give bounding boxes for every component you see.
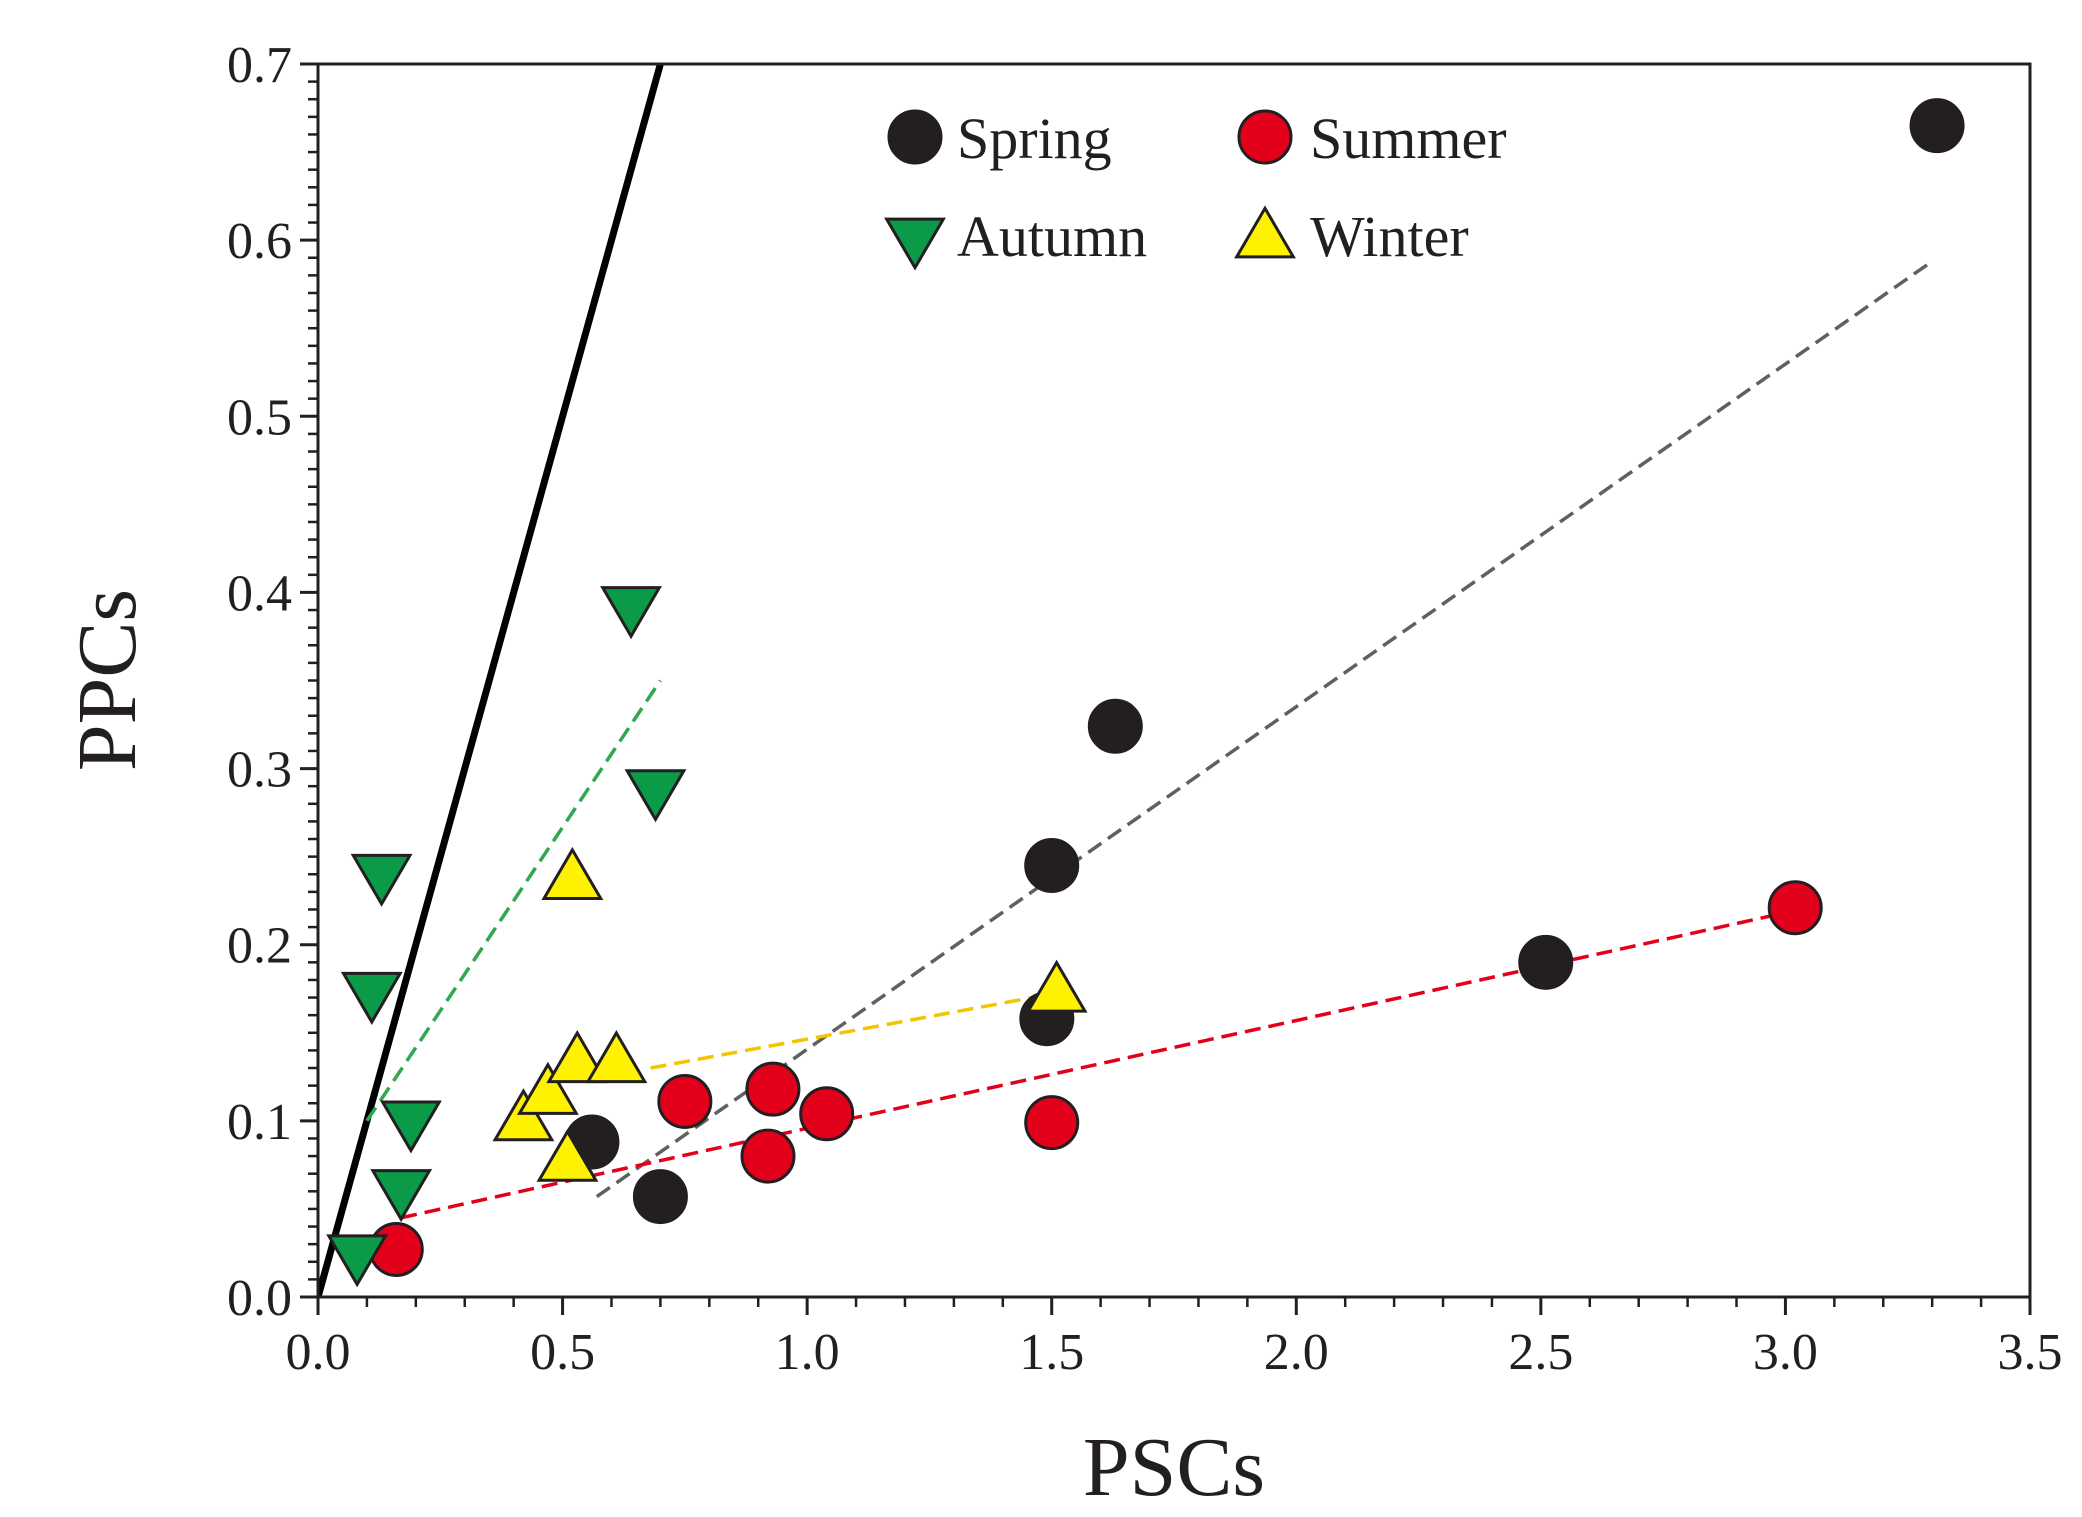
- y-axis-title: PPCs: [61, 589, 154, 771]
- fit-line-winter: [650, 992, 1053, 1070]
- series-spring: [564, 98, 1965, 1225]
- y-tick-label: 0.6: [227, 213, 292, 270]
- legend-label-autumn: Autumn: [957, 204, 1147, 269]
- data-point-autumn: [370, 1169, 433, 1223]
- data-point-summer: [1767, 880, 1823, 936]
- data-point-winter: [585, 1030, 648, 1084]
- data-point-winter: [541, 846, 604, 900]
- x-tick-label: 3.5: [1998, 1324, 2063, 1381]
- data-point-summer: [745, 1061, 801, 1117]
- y-tick-label: 0.0: [227, 1270, 292, 1327]
- legend: Spring Summer Autumn Winter: [884, 106, 1507, 271]
- legend-marker-spring: [887, 109, 943, 165]
- fit-line-spring: [595, 259, 1934, 1199]
- data-point-spring: [1518, 934, 1574, 990]
- y-tick-label: 0.7: [227, 37, 292, 94]
- fit-line-autumn: [365, 679, 662, 1122]
- y-tick-label: 0.2: [227, 918, 292, 975]
- x-tick-label: 3.0: [1753, 1324, 1818, 1381]
- data-point-spring: [1909, 98, 1965, 154]
- data-point-spring: [632, 1169, 688, 1225]
- x-tick-label: 2.5: [1508, 1324, 1573, 1381]
- data-point-autumn: [340, 971, 403, 1025]
- data-point-winter: [546, 1030, 609, 1084]
- x-tick-label: 1.5: [1019, 1324, 1084, 1381]
- legend-marker-summer: [1237, 109, 1293, 165]
- data-point-autumn: [379, 1100, 442, 1154]
- data-point-winter: [516, 1061, 579, 1115]
- series-autumn: [326, 586, 687, 1288]
- data-point-spring: [1087, 698, 1143, 754]
- x-tick-label: 1.0: [775, 1324, 840, 1381]
- data-point-winter: [492, 1088, 555, 1142]
- data-point-autumn: [326, 1234, 389, 1288]
- x-tick-label: 0.5: [530, 1324, 595, 1381]
- x-axis-title: PSCs: [1083, 1421, 1265, 1514]
- y-tick-label: 0.1: [227, 1094, 292, 1151]
- x-tick-label: 2.0: [1264, 1324, 1329, 1381]
- x-tick-label: 0.0: [286, 1324, 351, 1381]
- y-tick-label: 0.5: [227, 389, 292, 446]
- legend-label-winter: Winter: [1310, 204, 1469, 269]
- data-point-summer: [1024, 1095, 1080, 1151]
- data-point-winter: [1025, 959, 1088, 1013]
- series-winter: [492, 846, 1088, 1182]
- data-point-winter: [536, 1128, 599, 1182]
- y-tick-label: 0.3: [227, 742, 292, 799]
- axes: 0.0 0.5 1.0 1.5 2.0 2.5 3.0 3.5 0.0 0.1 0.2 0.3 0.4 0…: [227, 37, 2063, 1381]
- legend-marker-autumn: [884, 217, 946, 271]
- reference-line: [318, 64, 664, 1297]
- data-point-summer: [740, 1128, 796, 1184]
- data-point-autumn: [600, 586, 663, 640]
- data-point-spring: [1024, 837, 1080, 893]
- data-point-autumn: [624, 769, 687, 823]
- y-tick-label: 0.4: [227, 565, 292, 622]
- legend-label-summer: Summer: [1310, 106, 1507, 171]
- data-point-summer: [657, 1073, 713, 1129]
- legend-label-spring: Spring: [957, 106, 1112, 171]
- data-point-autumn: [350, 853, 413, 907]
- plot-area: [318, 64, 1965, 1297]
- data-point-summer: [799, 1086, 855, 1142]
- legend-marker-winter: [1234, 205, 1296, 259]
